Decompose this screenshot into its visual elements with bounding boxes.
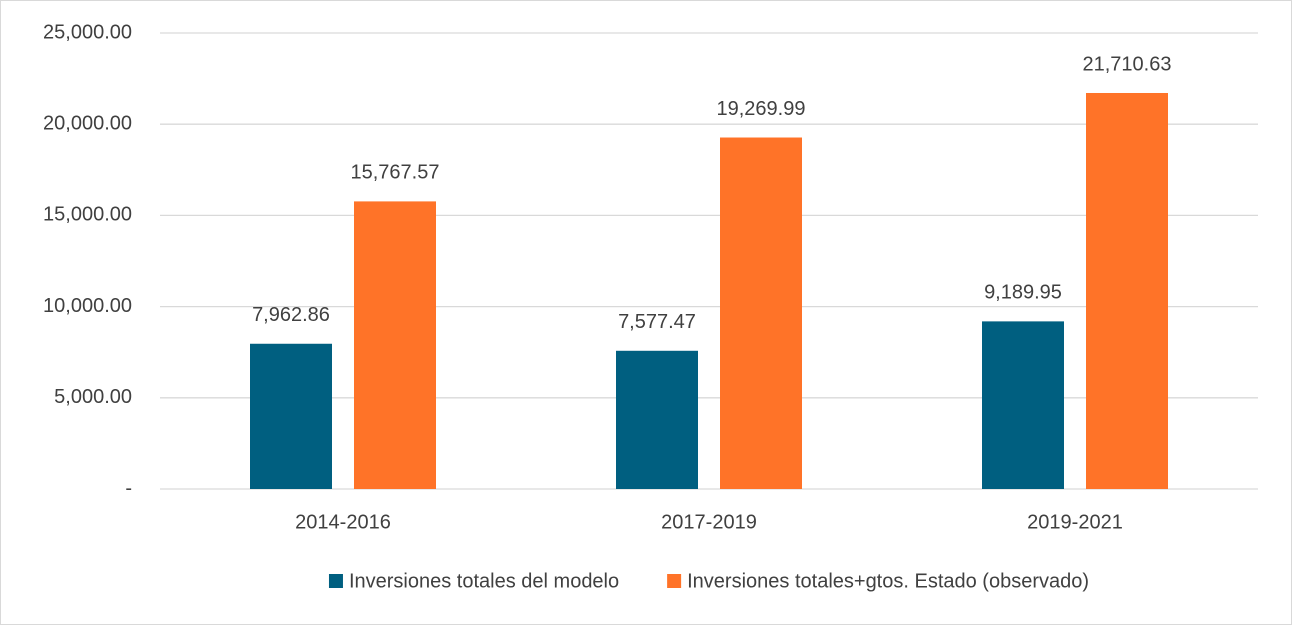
legend-swatch: [667, 574, 682, 588]
value-label: 7,577.47: [618, 311, 696, 333]
x-tick-label: 2014-2016: [295, 511, 391, 533]
value-label: 21,710.63: [1083, 53, 1172, 75]
bar: [720, 137, 802, 489]
y-tick-label: 25,000.00: [43, 21, 132, 43]
y-tick-label: 20,000.00: [43, 112, 132, 134]
x-tick-label: 2017-2019: [661, 511, 757, 533]
bar: [1086, 92, 1168, 489]
y-tick-label: -: [125, 477, 132, 499]
value-label: 19,269.99: [717, 98, 806, 120]
bar: [982, 321, 1064, 489]
legend-label: Inversiones totales+gtos. Estado (observ…: [687, 570, 1089, 592]
value-label: 15,767.57: [351, 162, 440, 184]
y-tick-label: 15,000.00: [43, 204, 132, 226]
y-tick-label: 5,000.00: [54, 386, 132, 408]
x-tick-label: 2019-2021: [1027, 511, 1123, 533]
bar: [250, 343, 332, 489]
bar: [616, 350, 698, 489]
bar: [354, 201, 436, 489]
legend-label: Inversiones totales del modelo: [349, 570, 619, 592]
value-label: 9,189.95: [984, 282, 1062, 304]
y-tick-label: 10,000.00: [43, 295, 132, 317]
legend-swatch: [328, 574, 343, 588]
value-label: 7,962.86: [252, 304, 330, 326]
